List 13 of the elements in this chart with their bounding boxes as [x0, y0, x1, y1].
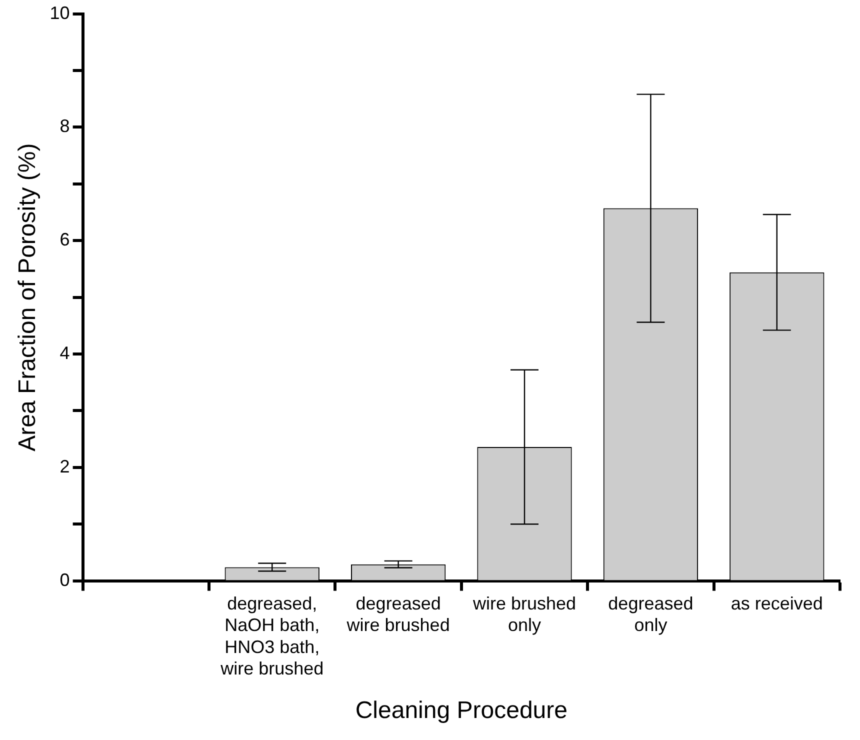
y-tick-label: 2 [60, 456, 70, 476]
x-axis-title: Cleaning Procedure [355, 697, 568, 724]
y-tick-label: 10 [50, 2, 70, 23]
x-tick-label: degreased wire brushed [346, 594, 450, 636]
x-tick-label: as received [730, 594, 823, 614]
y-tick-label: 8 [60, 116, 70, 136]
x-tick-label: degreased only [608, 594, 694, 636]
y-tick-label: 0 [60, 570, 70, 590]
y-tick-label: 6 [60, 230, 70, 250]
y-axis-title: Area Fraction of Porosity (%) [14, 143, 42, 452]
x-tick-label: wire brushed only [472, 594, 576, 636]
x-tick-label: degreased, NaOH bath, HNO3 bath, wire brushed [220, 594, 324, 678]
y-tick-label: 4 [60, 342, 70, 363]
